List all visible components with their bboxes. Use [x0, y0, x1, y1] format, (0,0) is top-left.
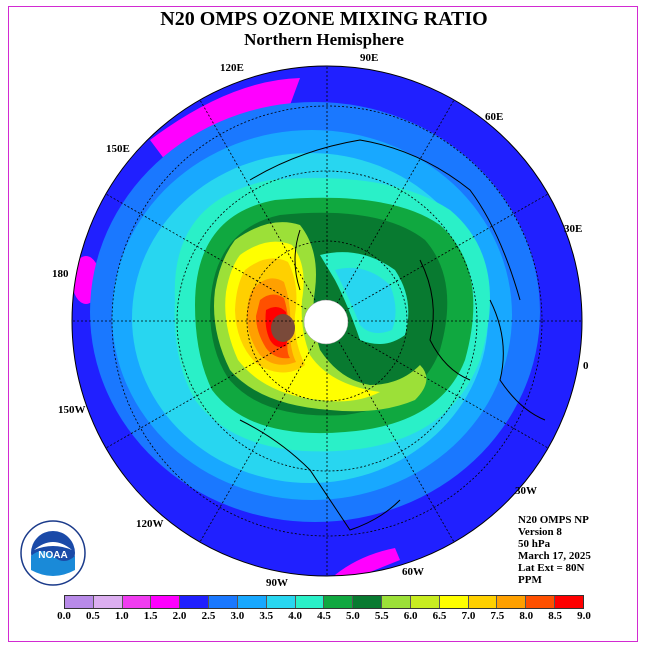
legend-swatch: [295, 596, 325, 608]
lon-label-30e: 30E: [564, 223, 583, 235]
noaa-logo: NOAA: [20, 520, 86, 586]
legend-swatch: [468, 596, 498, 608]
legend-tick-label: 5.0: [346, 610, 360, 622]
lon-label-60w: 60W: [402, 566, 424, 578]
legend-tick-label: 7.0: [461, 610, 476, 622]
lon-label-0: 0: [583, 360, 589, 372]
legend-tick-label: 6.0: [403, 610, 418, 622]
legend-tick-label: 7.5: [490, 610, 505, 622]
info-product: N20 OMPS NP: [518, 514, 589, 526]
lon-label-150w: 150W: [58, 404, 86, 416]
pole-cap: [303, 299, 349, 345]
lon-label-90w: 90W: [266, 577, 288, 589]
info-date: March 17, 2025: [518, 550, 591, 562]
lon-label-180: 180: [52, 268, 69, 280]
info-lat-ext: Lat Ext = 80N: [518, 562, 585, 574]
legend-swatch: [526, 596, 556, 608]
info-version: Version 8: [518, 526, 562, 538]
legend-swatch: [410, 596, 440, 608]
legend-tick-label: 2.5: [201, 610, 216, 622]
legend-swatch: [151, 596, 181, 608]
legend-tick-label: 1.5: [143, 610, 158, 622]
legend-swatch: [122, 596, 152, 608]
legend-swatch: [237, 596, 267, 608]
legend-swatch: [209, 596, 238, 608]
lon-label-150e: 150E: [106, 143, 130, 155]
lon-label-30w: 30W: [515, 485, 537, 497]
legend-swatch: [266, 596, 296, 608]
map-title: N20 OMPS OZONE MIXING RATIO: [160, 8, 488, 30]
legend-tick-label: 1.0: [114, 610, 129, 622]
legend-swatch: [324, 596, 354, 608]
legend-tick-label: 8.5: [548, 610, 562, 622]
legend-swatch: [93, 596, 123, 608]
map-subtitle: Northern Hemisphere: [244, 30, 404, 49]
legend-tick-label: 3.5: [259, 610, 274, 622]
info-level: 50 hPa: [518, 538, 551, 550]
legend-swatch: [65, 596, 94, 608]
color-legend: [64, 595, 584, 609]
legend-swatch: [439, 596, 469, 608]
lon-label-90e: 90E: [360, 52, 379, 64]
lon-label-120w: 120W: [136, 518, 164, 530]
legend-tick-label: 9.0: [577, 610, 591, 622]
patch-magenta-bottom: [335, 548, 400, 576]
legend-tick-label: 4.0: [288, 610, 302, 622]
legend-tick-label: 8.0: [519, 610, 534, 622]
legend-tick-label: 3.0: [230, 610, 245, 622]
legend-tick-label: 0.0: [57, 610, 71, 622]
legend-tick-label: 0.5: [86, 610, 100, 622]
legend-tick-label: 5.5: [374, 610, 389, 622]
legend-tick-label: 6.5: [432, 610, 447, 622]
legend-swatch: [497, 596, 527, 608]
legend-swatch: [180, 596, 210, 608]
info-block: N20 OMPS NP Version 8 50 hPa March 17, 2…: [518, 514, 591, 586]
legend-swatch: [382, 596, 411, 608]
lon-label-60e: 60E: [485, 111, 504, 123]
legend-swatch: [353, 596, 383, 608]
legend-ticks: 0.0 0.5 1.0 1.5 2.0 2.5 3.0 3.5 4.0 4.5 5.0 5.5 6.0 6…: [54, 610, 594, 624]
info-units: PPM: [518, 574, 542, 586]
logo-text: NOAA: [38, 550, 67, 561]
legend-swatch: [555, 596, 583, 608]
legend-tick-label: 2.0: [172, 610, 187, 622]
lon-label-120e: 120E: [220, 62, 244, 74]
legend-tick-label: 4.5: [317, 610, 331, 622]
